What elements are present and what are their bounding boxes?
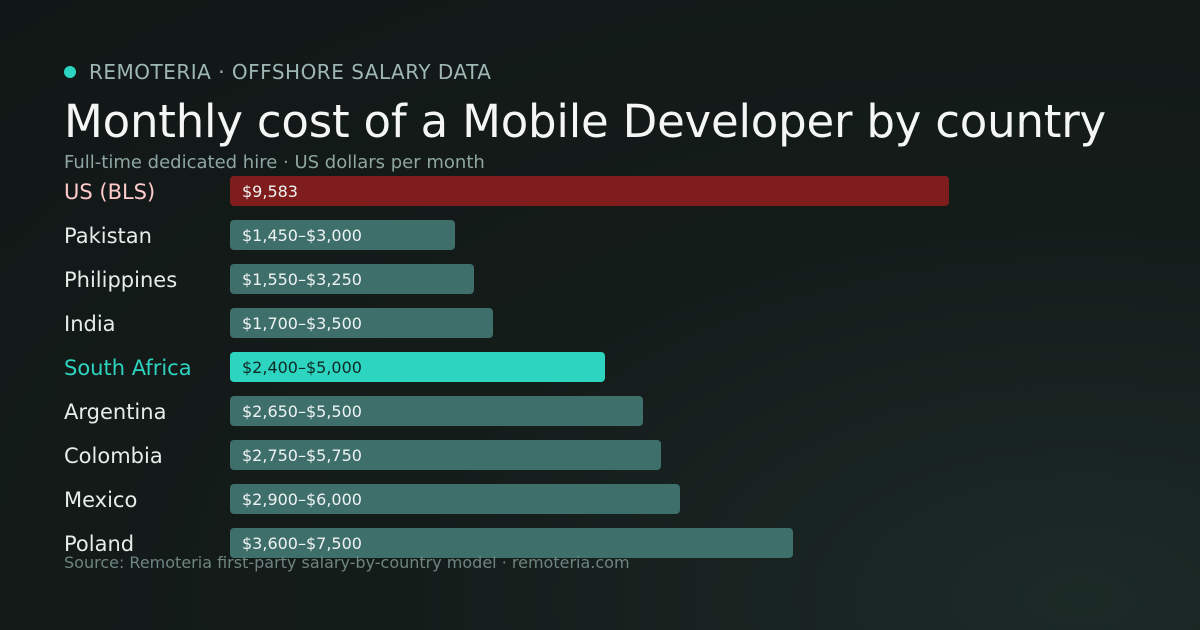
source-note: Source: Remoteria first-party salary-by-… [64, 553, 630, 572]
bar: $3,600–$7,500 [230, 528, 793, 558]
row-label: Pakistan [64, 224, 152, 248]
bar: $2,900–$6,000 [230, 484, 680, 514]
bar: $9,583 [230, 176, 949, 206]
brand-label: REMOTERIA · OFFSHORE SALARY DATA [89, 60, 492, 84]
chart-subtitle: Full-time dedicated hire · US dollars pe… [64, 152, 485, 173]
row-label: Mexico [64, 488, 138, 512]
bar-value-label: $1,450–$3,000 [242, 225, 362, 245]
brand-dot-icon [64, 66, 76, 78]
row-label: South Africa [64, 356, 192, 380]
bar: $1,450–$3,000 [230, 220, 455, 250]
row-label: Poland [64, 532, 135, 556]
bar-value-label: $2,750–$5,750 [242, 445, 362, 465]
bar: $2,750–$5,750 [230, 440, 661, 470]
bar-value-label: $3,600–$7,500 [242, 533, 362, 553]
bar-value-label: $2,900–$6,000 [242, 489, 362, 509]
bar-value-label: $1,700–$3,500 [242, 313, 362, 333]
bar: $1,700–$3,500 [230, 308, 493, 338]
brand-row: REMOTERIA · OFFSHORE SALARY DATA [64, 58, 1160, 86]
bar: $2,650–$5,500 [230, 396, 643, 426]
bar: $1,550–$3,250 [230, 264, 474, 294]
row-label: India [64, 312, 116, 336]
bar-value-label: $9,583 [242, 181, 298, 201]
row-label: US (BLS) [64, 180, 156, 204]
bar-value-label: $2,400–$5,000 [242, 357, 362, 377]
bar: $2,400–$5,000 [230, 352, 605, 382]
chart-title: Monthly cost of a Mobile Developer by co… [64, 95, 1106, 148]
row-label: Argentina [64, 400, 167, 424]
row-label: Philippines [64, 268, 178, 292]
chart-header: REMOTERIA · OFFSHORE SALARY DATA Monthly… [64, 58, 1160, 174]
bar-value-label: $2,650–$5,500 [242, 401, 362, 421]
bar-value-label: $1,550–$3,250 [242, 269, 362, 289]
row-label: Colombia [64, 444, 163, 468]
